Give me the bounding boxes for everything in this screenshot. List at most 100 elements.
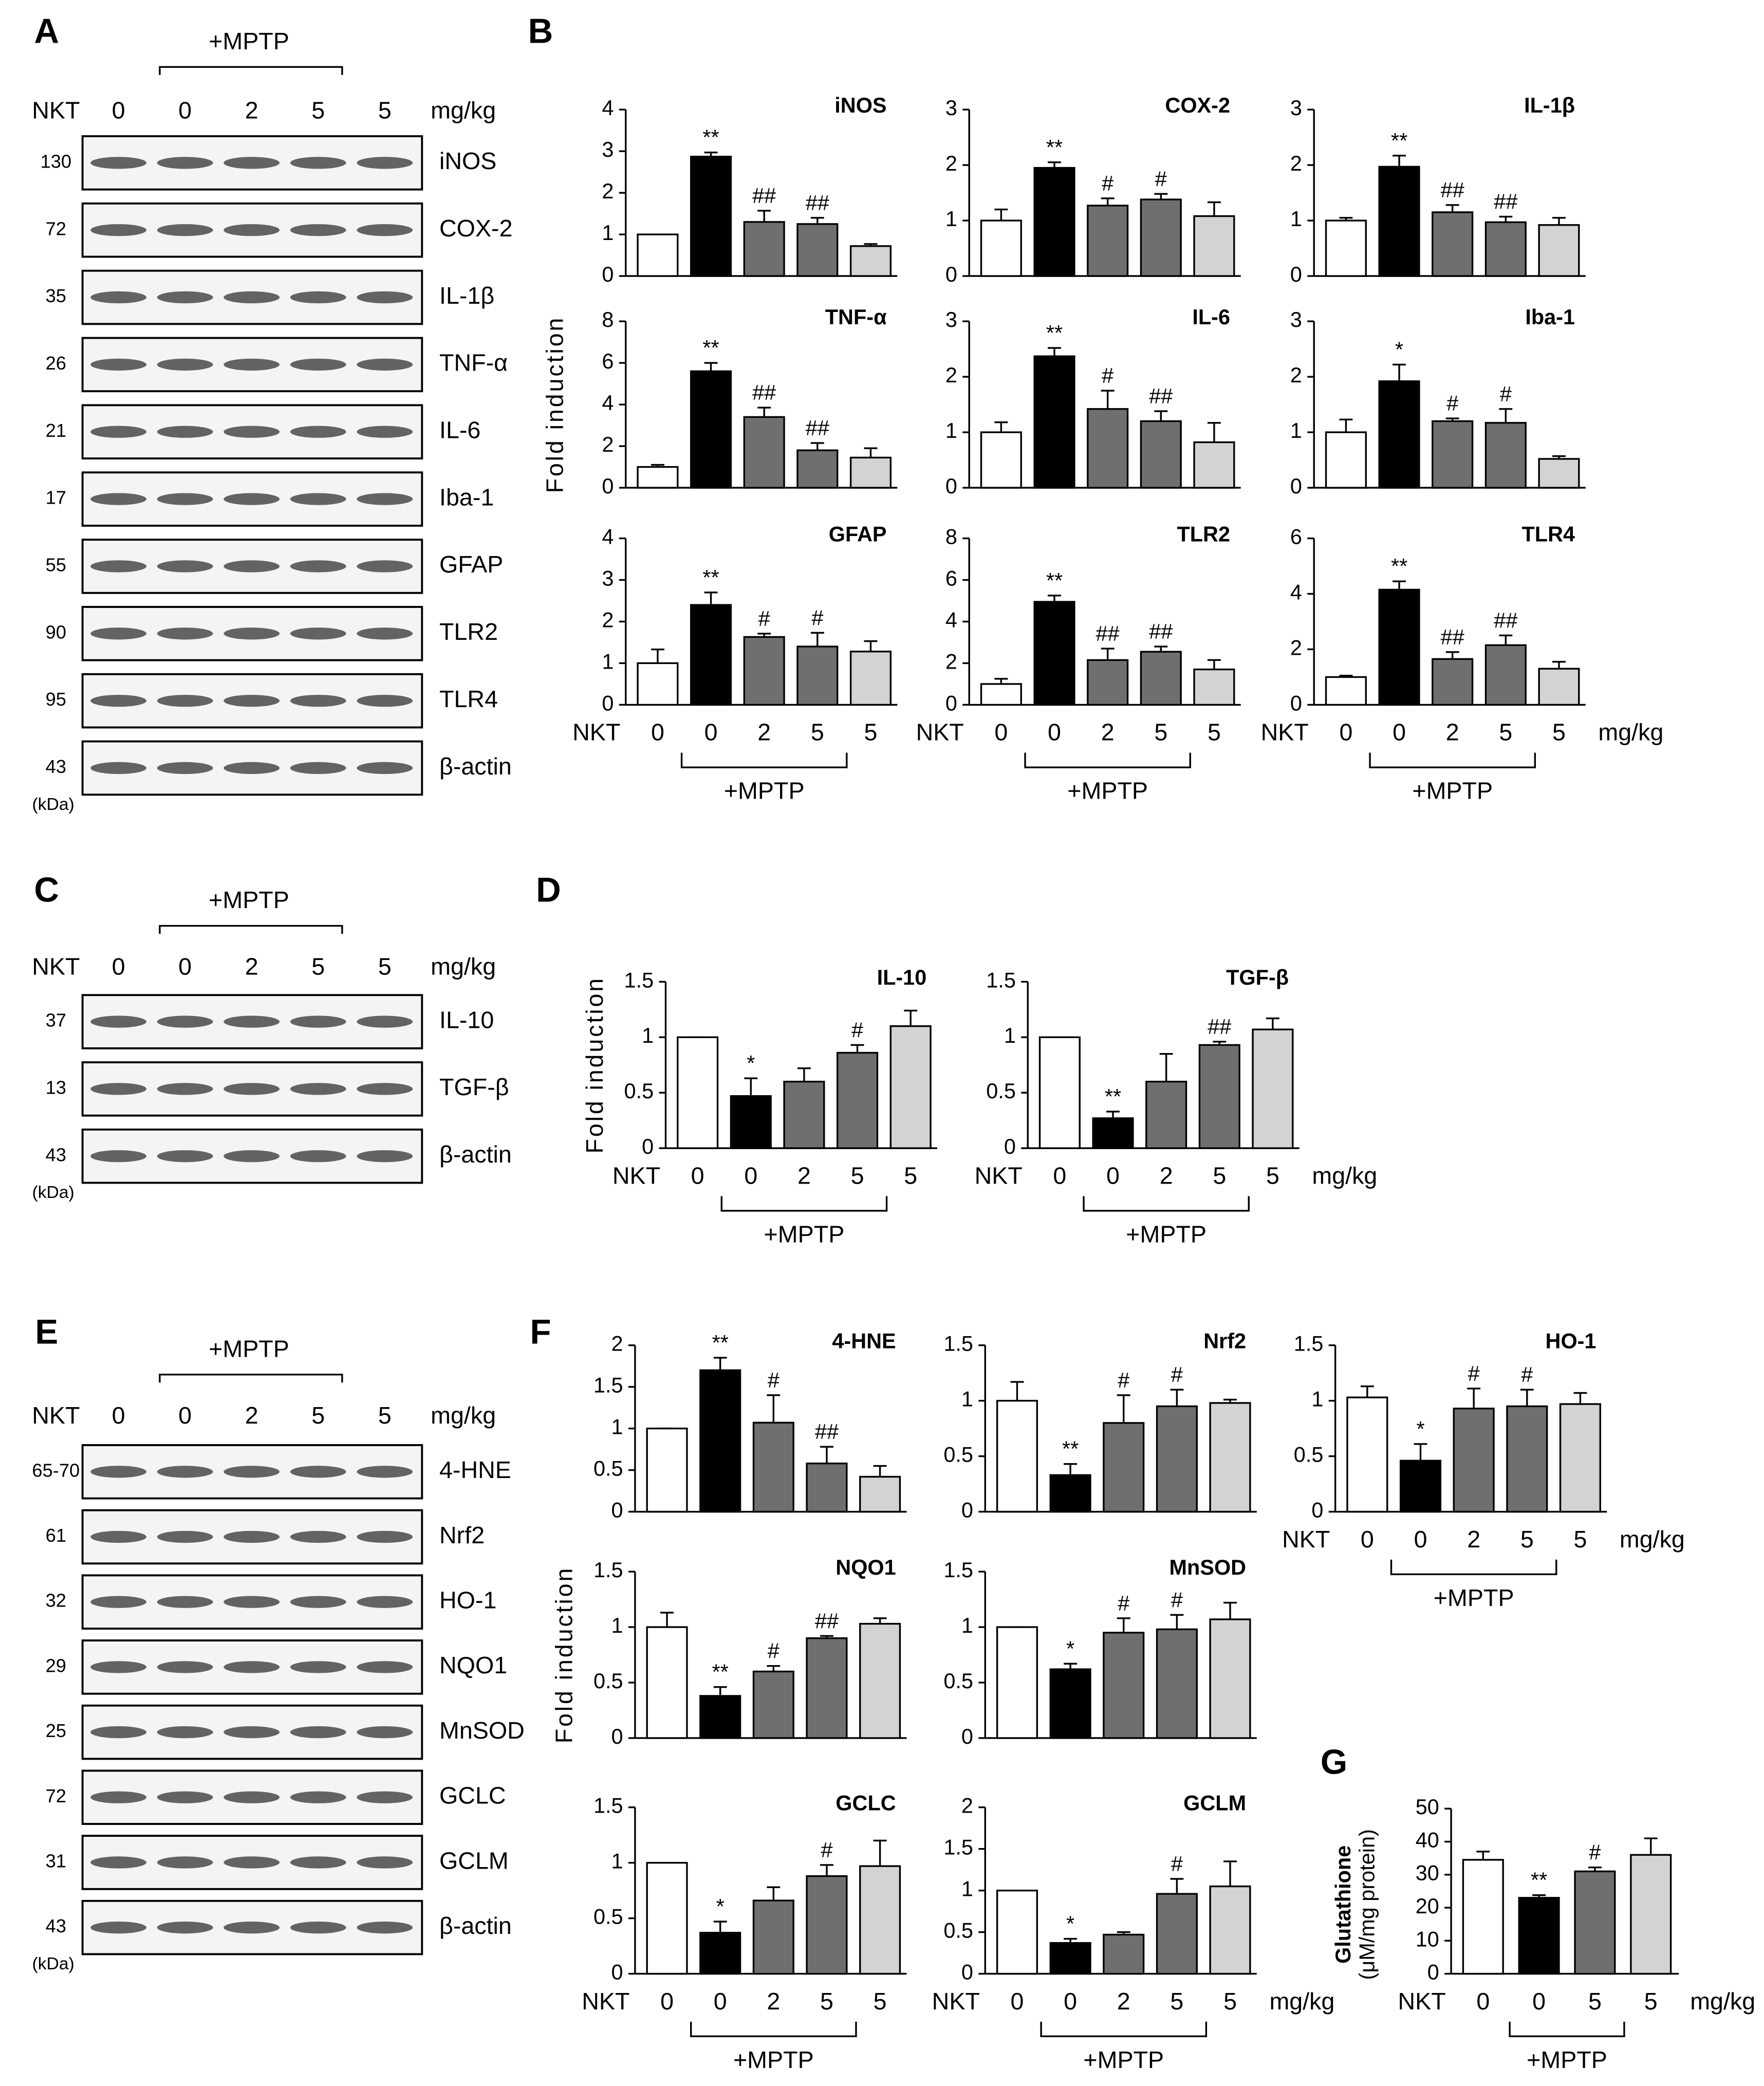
blot-band xyxy=(290,1726,346,1739)
blot-band xyxy=(224,627,280,640)
significance-label: ## xyxy=(1096,621,1120,645)
bar xyxy=(1453,1408,1495,1513)
x-tick-label: 0 xyxy=(691,1162,704,1189)
bar xyxy=(1538,458,1580,489)
y-tick-label: 4 xyxy=(602,391,614,415)
bar xyxy=(1156,1628,1198,1739)
blot-band xyxy=(157,291,213,304)
y-tick-label: 20 xyxy=(1416,1894,1439,1918)
group-label: +MPTP xyxy=(1412,778,1493,804)
blot-band xyxy=(357,1661,413,1673)
dose: 0 xyxy=(178,953,192,980)
significance-label: # xyxy=(1118,1591,1129,1615)
group-bracket xyxy=(680,752,848,768)
blot-band xyxy=(357,157,413,169)
protein-label: Iba-1 xyxy=(439,484,494,510)
y-tick-label: 4 xyxy=(1290,580,1302,604)
blot-band xyxy=(90,493,147,505)
mw-label: 65-70 xyxy=(32,1460,80,1481)
bar xyxy=(1087,408,1129,489)
significance-label: ** xyxy=(1046,321,1063,345)
significance-label: ## xyxy=(806,416,829,440)
bar xyxy=(1049,1668,1091,1739)
bar xyxy=(1559,1403,1601,1513)
blot-band xyxy=(290,1596,346,1608)
x-tick-label: 0 xyxy=(714,1988,727,2015)
blot-band xyxy=(157,694,213,707)
y-axis-label: Fold induction xyxy=(581,976,608,1154)
bar xyxy=(889,1025,932,1149)
mw-label: 13 xyxy=(46,1077,66,1098)
x-tick-label: 0 xyxy=(1064,1988,1077,2015)
x-tick-label: 2 xyxy=(797,1162,811,1189)
significance-label: # xyxy=(1521,1362,1533,1387)
blot-band xyxy=(224,694,280,707)
significance-label: ## xyxy=(1441,625,1464,649)
y-tick-label: 1 xyxy=(1004,1023,1016,1047)
y-tick-label: 0 xyxy=(961,1960,973,1984)
blot-band xyxy=(357,1150,413,1162)
bar xyxy=(752,1670,794,1739)
y-tick-label: 1 xyxy=(602,649,614,673)
y-tick-label: 0 xyxy=(602,691,614,715)
x-axis-unit: mg/kg xyxy=(1312,1162,1377,1189)
y-tick-label: 0 xyxy=(611,1498,623,1522)
mw-label: 90 xyxy=(46,621,66,642)
bar xyxy=(690,370,732,489)
bar xyxy=(1193,668,1235,706)
blot-band xyxy=(357,1016,413,1028)
blot-band xyxy=(224,157,280,169)
blot-band xyxy=(157,1530,213,1543)
bar xyxy=(1630,1854,1672,1975)
bar xyxy=(1252,1028,1294,1149)
y-tick-label: 1.5 xyxy=(943,1835,973,1859)
bar xyxy=(796,223,839,277)
dose: 5 xyxy=(311,953,325,980)
y-tick-label: 2 xyxy=(602,179,614,203)
group-bracket xyxy=(1369,752,1536,768)
x-tick-label: 5 xyxy=(1208,719,1221,746)
significance-label: ** xyxy=(1391,128,1407,153)
panel-label: G xyxy=(1321,1743,1347,1782)
significance-label: ## xyxy=(1494,608,1517,632)
significance-label: # xyxy=(1155,167,1167,191)
blot-band xyxy=(357,627,413,640)
bar xyxy=(743,416,785,489)
mw-label: 29 xyxy=(46,1655,66,1676)
blot-band xyxy=(290,291,346,304)
protein-label: TLR2 xyxy=(439,618,498,645)
unit: mg/kg xyxy=(431,953,496,980)
blot-band xyxy=(90,627,147,640)
blot-band xyxy=(357,694,413,707)
mw-label: 72 xyxy=(46,1785,66,1806)
y-tick-label: 1 xyxy=(961,1613,973,1637)
unit: mg/kg xyxy=(431,97,496,124)
mw-label: 61 xyxy=(46,1525,66,1546)
x-tick-label: 5 xyxy=(874,1988,887,2015)
significance-label: ## xyxy=(752,380,776,404)
dose-label: NKT xyxy=(32,1402,80,1429)
dose: 5 xyxy=(378,97,392,124)
group-label: +MPTP xyxy=(764,1221,845,1247)
blot-band xyxy=(224,1726,280,1739)
bar xyxy=(1087,659,1129,706)
blot-band xyxy=(290,1466,346,1478)
blot-band xyxy=(357,1530,413,1543)
blot-band xyxy=(157,1083,213,1095)
y-tick-label: 2 xyxy=(602,432,614,456)
panel-label: C xyxy=(34,871,59,910)
y-tick-label: 0 xyxy=(1290,474,1302,498)
blot-band xyxy=(90,762,147,774)
x-tick-label: 0 xyxy=(651,719,664,746)
protein-label: β-actin xyxy=(439,753,512,780)
blot-band xyxy=(224,291,280,304)
protein-label: NQO1 xyxy=(439,1652,507,1678)
y-tick-label: 0 xyxy=(1004,1134,1016,1158)
blot-band xyxy=(290,762,346,774)
chart-title: TGF-β xyxy=(1226,965,1289,989)
bar xyxy=(1518,1897,1560,1975)
chart-title: IL-1β xyxy=(1524,93,1575,117)
mw-label: 31 xyxy=(46,1851,66,1872)
blot-band xyxy=(90,1016,147,1028)
